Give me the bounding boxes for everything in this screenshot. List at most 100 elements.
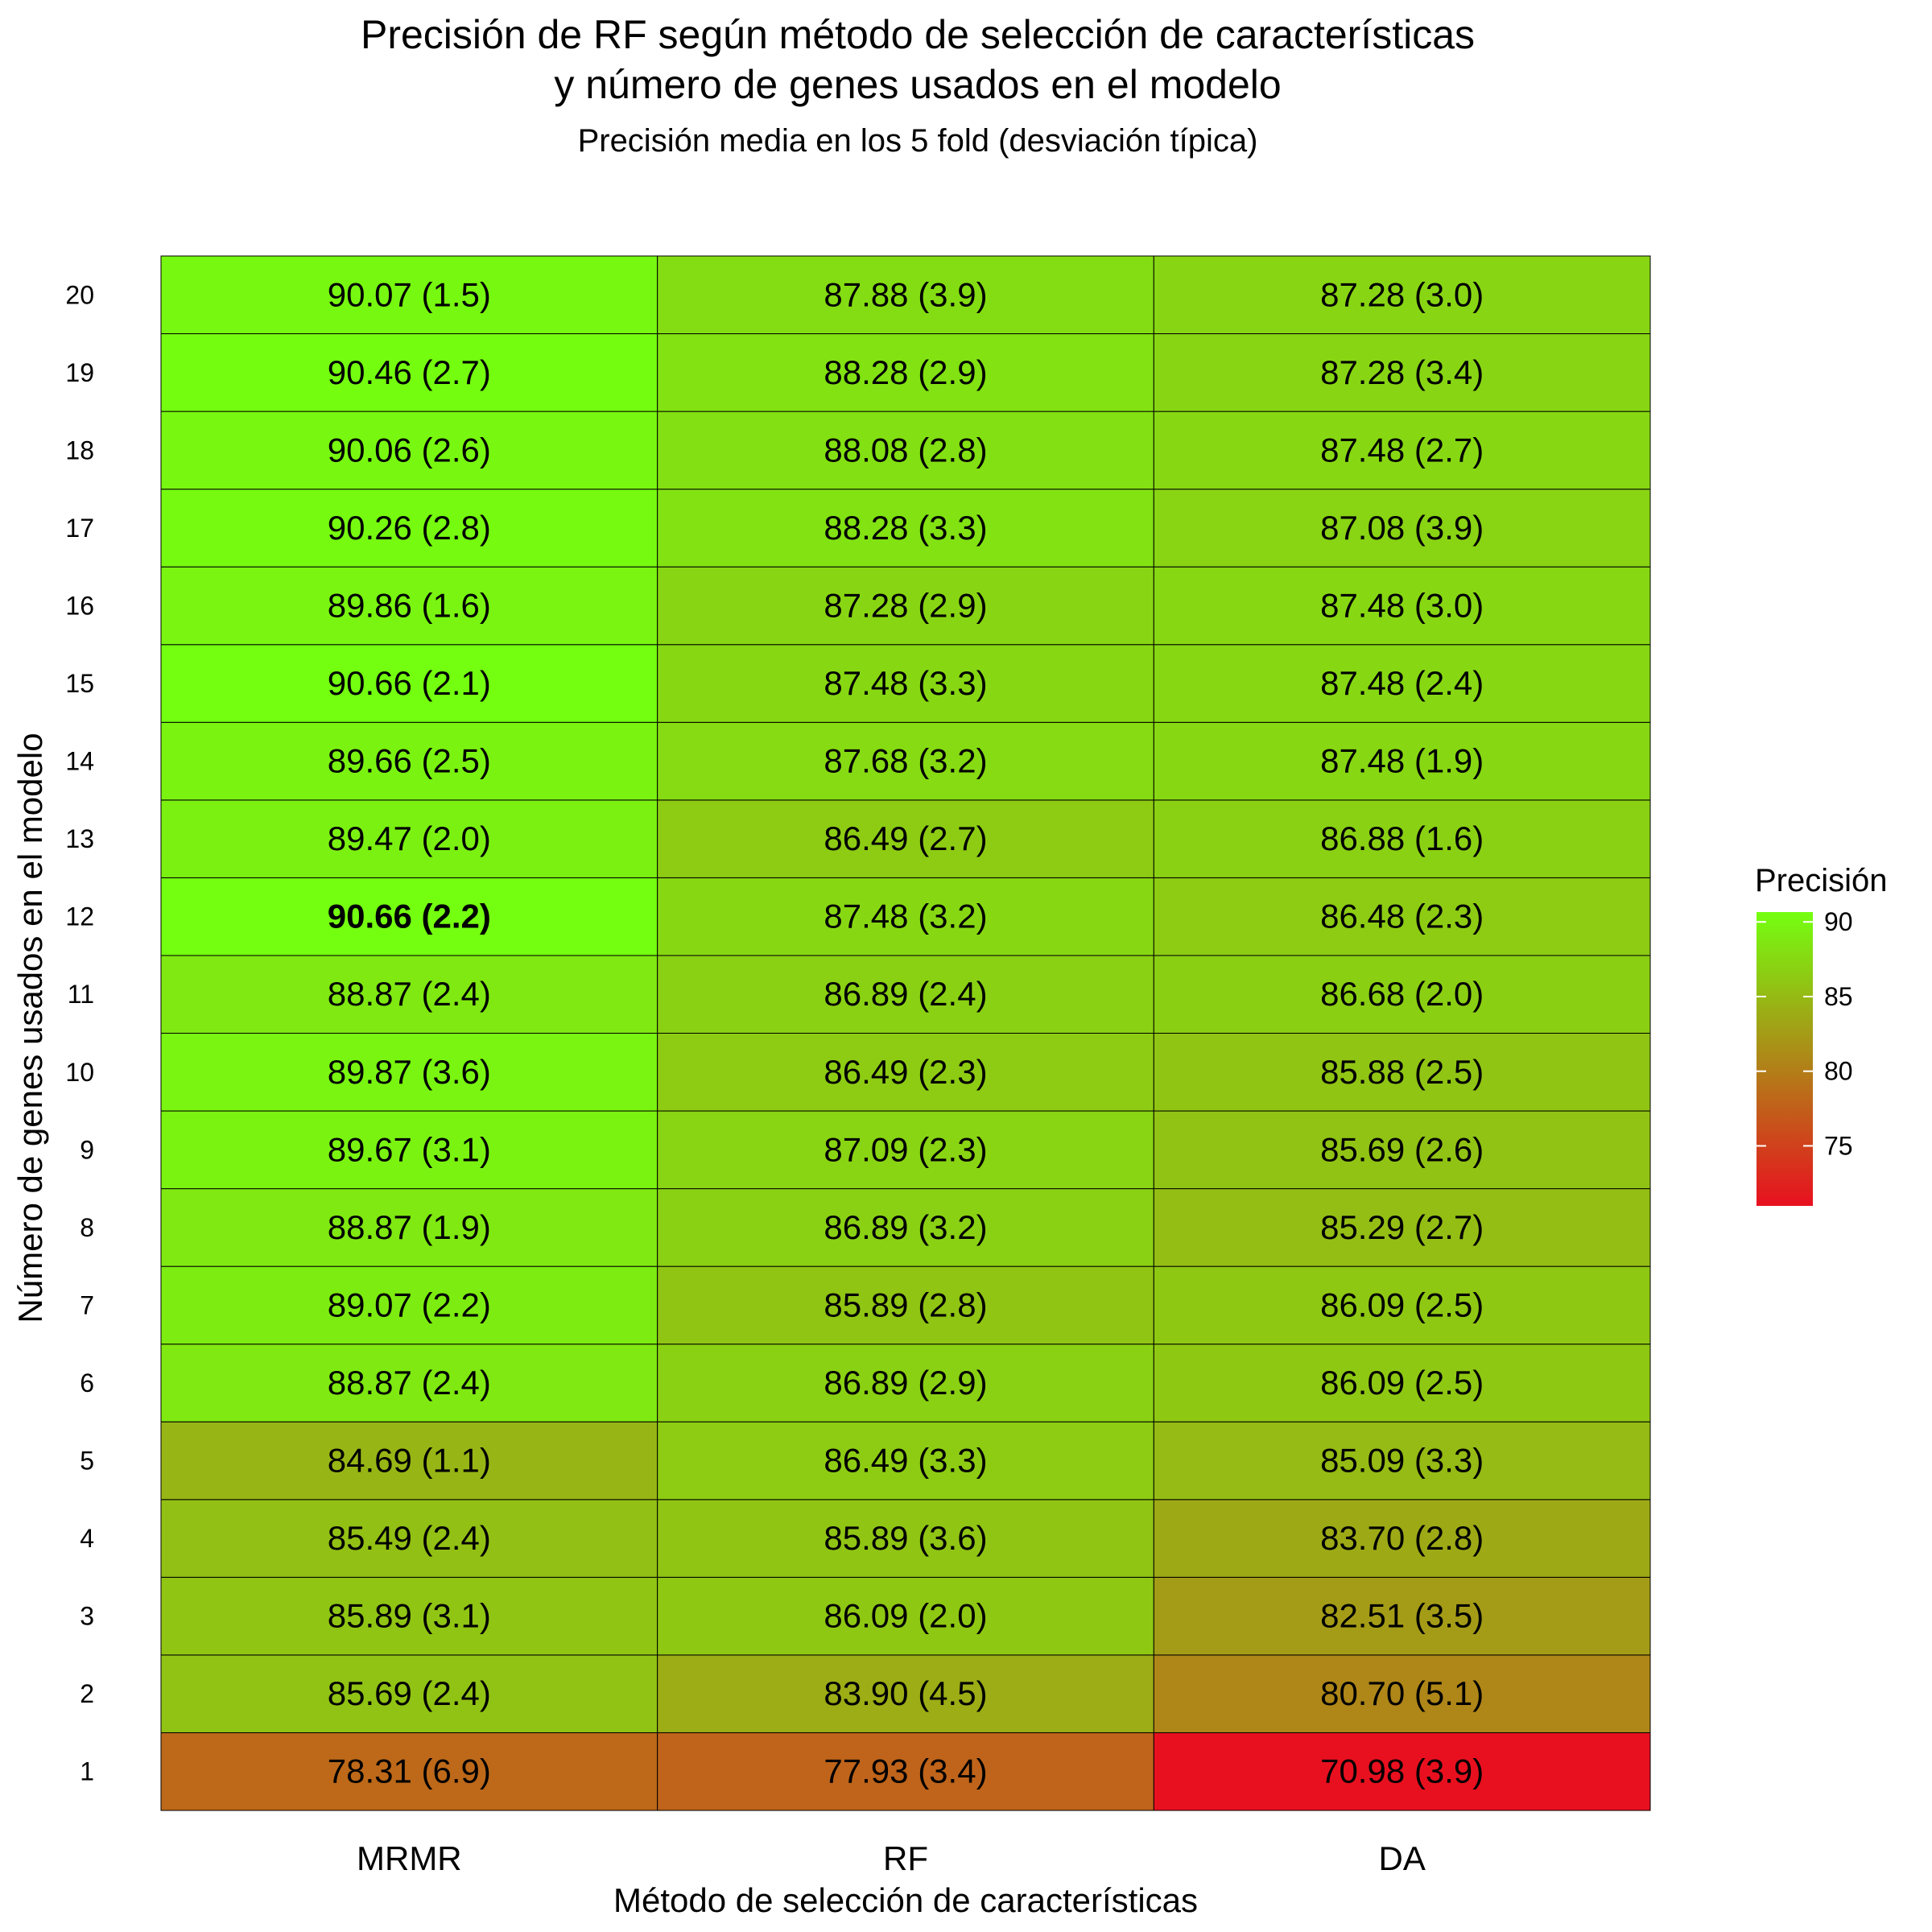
cell-value-label: 89.66 (2.5) bbox=[328, 742, 491, 780]
heatmap-cell bbox=[657, 1344, 1154, 1422]
x-tick-label: MRMR bbox=[357, 1839, 462, 1877]
cell-value-label: 89.86 (1.6) bbox=[328, 586, 491, 624]
legend-tick-label: 75 bbox=[1824, 1131, 1853, 1160]
cell-value-label: 85.69 (2.4) bbox=[328, 1674, 491, 1712]
heatmap-cell bbox=[657, 1654, 1154, 1733]
cell-value-label: 82.51 (3.5) bbox=[1320, 1597, 1484, 1635]
cell-value-label: 83.90 (4.5) bbox=[824, 1674, 987, 1712]
cell-value-label: 87.28 (3.4) bbox=[1320, 353, 1484, 391]
cell-value-label: 88.28 (2.9) bbox=[824, 353, 987, 391]
heatmap-cell bbox=[657, 333, 1154, 412]
heatmap-cell bbox=[1153, 644, 1651, 723]
y-axis-label: Número de genes usados en el modelo bbox=[11, 733, 49, 1323]
cell-value-label: 85.89 (3.6) bbox=[824, 1519, 987, 1557]
heatmap-cell bbox=[657, 799, 1154, 878]
cell-value-label: 87.48 (3.0) bbox=[1320, 586, 1484, 624]
color-legend: Precisión 75 80 85 90 bbox=[1755, 863, 1888, 1206]
y-tick-label: 5 bbox=[80, 1447, 94, 1476]
heatmap-cell bbox=[1153, 721, 1651, 801]
chart-subtitle: Precisión media en los 5 fold (desviació… bbox=[578, 123, 1258, 159]
cell-value-label: 85.49 (2.4) bbox=[328, 1519, 491, 1557]
y-tick-label: 16 bbox=[65, 591, 94, 620]
cell-value-label: 85.89 (2.8) bbox=[824, 1286, 987, 1323]
legend-colorbar bbox=[1757, 912, 1813, 1206]
cell-value-label: 89.67 (3.1) bbox=[328, 1130, 491, 1168]
cell-value-label: 78.31 (6.9) bbox=[328, 1752, 491, 1790]
heatmap-cell bbox=[657, 255, 1154, 335]
cell-value-label: 90.66 (2.1) bbox=[328, 664, 491, 702]
y-tick-label: 13 bbox=[65, 824, 94, 853]
cell-value-label: 86.89 (2.9) bbox=[824, 1364, 987, 1402]
heatmap-cell bbox=[160, 1421, 658, 1501]
cell-value-label: 87.48 (2.4) bbox=[1320, 664, 1484, 702]
cell-value-label: 84.69 (1.1) bbox=[328, 1442, 491, 1480]
cell-value-label: 85.69 (2.6) bbox=[1320, 1130, 1484, 1168]
chart-title-line1: Precisión de RF según método de selecció… bbox=[361, 12, 1475, 57]
heatmap-cell bbox=[160, 1265, 658, 1345]
x-tick-label: DA bbox=[1378, 1839, 1425, 1877]
heatmap-cell bbox=[657, 1033, 1154, 1112]
cell-value-label: 87.48 (3.2) bbox=[824, 898, 987, 935]
heatmap-cell bbox=[160, 255, 658, 335]
cell-value-label: 88.28 (3.3) bbox=[824, 509, 987, 547]
heatmap-cell bbox=[160, 721, 658, 801]
cell-value-label: 86.89 (3.2) bbox=[824, 1208, 987, 1246]
y-tick-label: 2 bbox=[80, 1679, 94, 1708]
cell-value-label: 88.87 (1.9) bbox=[328, 1208, 491, 1246]
heatmap-cell bbox=[160, 1499, 658, 1578]
heatmap-cell bbox=[160, 566, 658, 646]
cell-value-label: 89.47 (2.0) bbox=[328, 819, 491, 857]
legend-tick-label: 90 bbox=[1824, 907, 1853, 936]
y-tick-label: 18 bbox=[65, 436, 94, 464]
cell-value-label: 90.07 (1.5) bbox=[328, 275, 491, 313]
cell-value-label: 88.08 (2.8) bbox=[824, 431, 987, 469]
cell-value-label: 86.88 (1.6) bbox=[1320, 819, 1484, 857]
cell-value-label: 87.08 (3.9) bbox=[1320, 509, 1484, 547]
cell-value-label: 90.46 (2.7) bbox=[328, 353, 491, 391]
y-tick-label: 15 bbox=[65, 669, 94, 698]
heatmap-cell bbox=[1153, 1499, 1651, 1578]
heatmap-cell bbox=[1153, 1033, 1651, 1112]
cell-value-label: 87.28 (3.0) bbox=[1320, 275, 1484, 313]
x-tick-label: RF bbox=[883, 1839, 928, 1877]
cell-value-label: 85.89 (3.1) bbox=[328, 1597, 491, 1635]
cell-value-label: 85.88 (2.5) bbox=[1320, 1053, 1484, 1091]
heatmap-cell bbox=[657, 489, 1154, 568]
legend-tick-label: 85 bbox=[1824, 982, 1853, 1011]
cell-value-label: 80.70 (5.1) bbox=[1320, 1674, 1484, 1712]
y-tick-label: 11 bbox=[68, 980, 94, 1009]
heatmap-cell bbox=[657, 1110, 1154, 1190]
heatmap-cell bbox=[1153, 1421, 1651, 1501]
heatmap-cell bbox=[1153, 566, 1651, 646]
cell-value-label: 86.48 (2.3) bbox=[1320, 898, 1484, 935]
cell-value-label: 85.09 (3.3) bbox=[1320, 1442, 1484, 1480]
heatmap-cell bbox=[657, 1265, 1154, 1345]
heatmap-cell bbox=[160, 799, 658, 878]
heatmap-cell bbox=[1153, 799, 1651, 878]
cell-value-label: 86.68 (2.0) bbox=[1320, 975, 1484, 1013]
heatmap-cell bbox=[160, 1033, 658, 1112]
cell-value-label: 83.70 (2.8) bbox=[1320, 1519, 1484, 1557]
heatmap-cell bbox=[1153, 1576, 1651, 1656]
y-tick-label: 14 bbox=[65, 747, 94, 776]
heatmap-cell bbox=[1153, 1110, 1651, 1190]
cell-value-label: 86.89 (2.4) bbox=[824, 975, 987, 1013]
y-tick-label: 10 bbox=[65, 1058, 94, 1087]
cell-value-label: 87.68 (3.2) bbox=[824, 742, 987, 780]
heatmap-cell bbox=[160, 489, 658, 568]
heatmap-cell bbox=[160, 955, 658, 1034]
heatmap-cell bbox=[160, 644, 658, 723]
y-tick-label: 7 bbox=[80, 1290, 94, 1319]
y-tick-label: 3 bbox=[80, 1602, 94, 1631]
y-tick-label: 6 bbox=[80, 1368, 94, 1397]
cell-value-label: 88.87 (2.4) bbox=[328, 975, 491, 1013]
heatmap-cell bbox=[1153, 1654, 1651, 1733]
cell-value-label: 77.93 (3.4) bbox=[824, 1752, 987, 1790]
cell-value-label: 87.48 (2.7) bbox=[1320, 431, 1484, 469]
heatmap-cell bbox=[1153, 411, 1651, 490]
heatmap-cell bbox=[657, 721, 1154, 801]
cell-value-label: 89.07 (2.2) bbox=[328, 1286, 491, 1323]
heatmap-cell bbox=[657, 1188, 1154, 1267]
legend-tick-label: 80 bbox=[1824, 1057, 1853, 1086]
